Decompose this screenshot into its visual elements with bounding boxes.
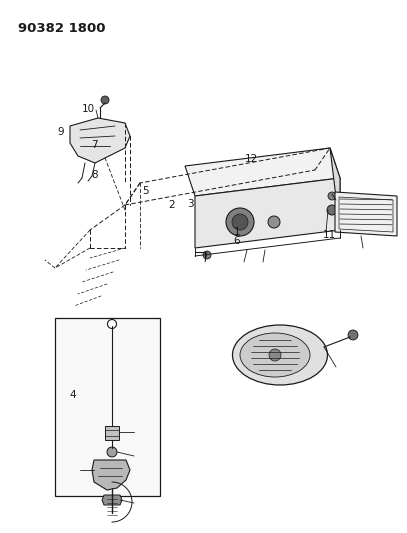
Circle shape: [268, 216, 280, 228]
Text: 1: 1: [234, 227, 240, 237]
Polygon shape: [105, 426, 119, 440]
Circle shape: [232, 214, 248, 230]
Circle shape: [327, 205, 337, 215]
Circle shape: [226, 208, 254, 236]
Text: 3: 3: [187, 199, 193, 209]
Text: 10: 10: [82, 104, 95, 114]
Circle shape: [203, 251, 211, 259]
Polygon shape: [339, 197, 393, 232]
Text: 11: 11: [323, 230, 336, 239]
Text: 7: 7: [91, 140, 98, 150]
Text: 4: 4: [69, 391, 76, 400]
Ellipse shape: [240, 333, 310, 377]
Ellipse shape: [232, 325, 328, 385]
Circle shape: [101, 96, 109, 104]
Polygon shape: [70, 118, 130, 163]
Polygon shape: [330, 148, 340, 230]
Circle shape: [328, 192, 336, 200]
Circle shape: [107, 319, 116, 328]
Text: 9: 9: [57, 127, 63, 137]
Text: 90382 1800: 90382 1800: [18, 22, 105, 35]
Circle shape: [269, 349, 281, 361]
Text: 5: 5: [142, 186, 149, 196]
Polygon shape: [185, 148, 340, 196]
Polygon shape: [195, 178, 340, 248]
Text: 12: 12: [245, 154, 258, 164]
FancyBboxPatch shape: [55, 318, 160, 496]
Polygon shape: [92, 460, 130, 490]
Text: 6: 6: [234, 236, 240, 246]
Text: 2: 2: [168, 200, 175, 210]
Circle shape: [348, 330, 358, 340]
Text: 8: 8: [91, 170, 98, 180]
Circle shape: [107, 447, 117, 457]
Polygon shape: [102, 495, 122, 505]
Polygon shape: [335, 192, 397, 236]
